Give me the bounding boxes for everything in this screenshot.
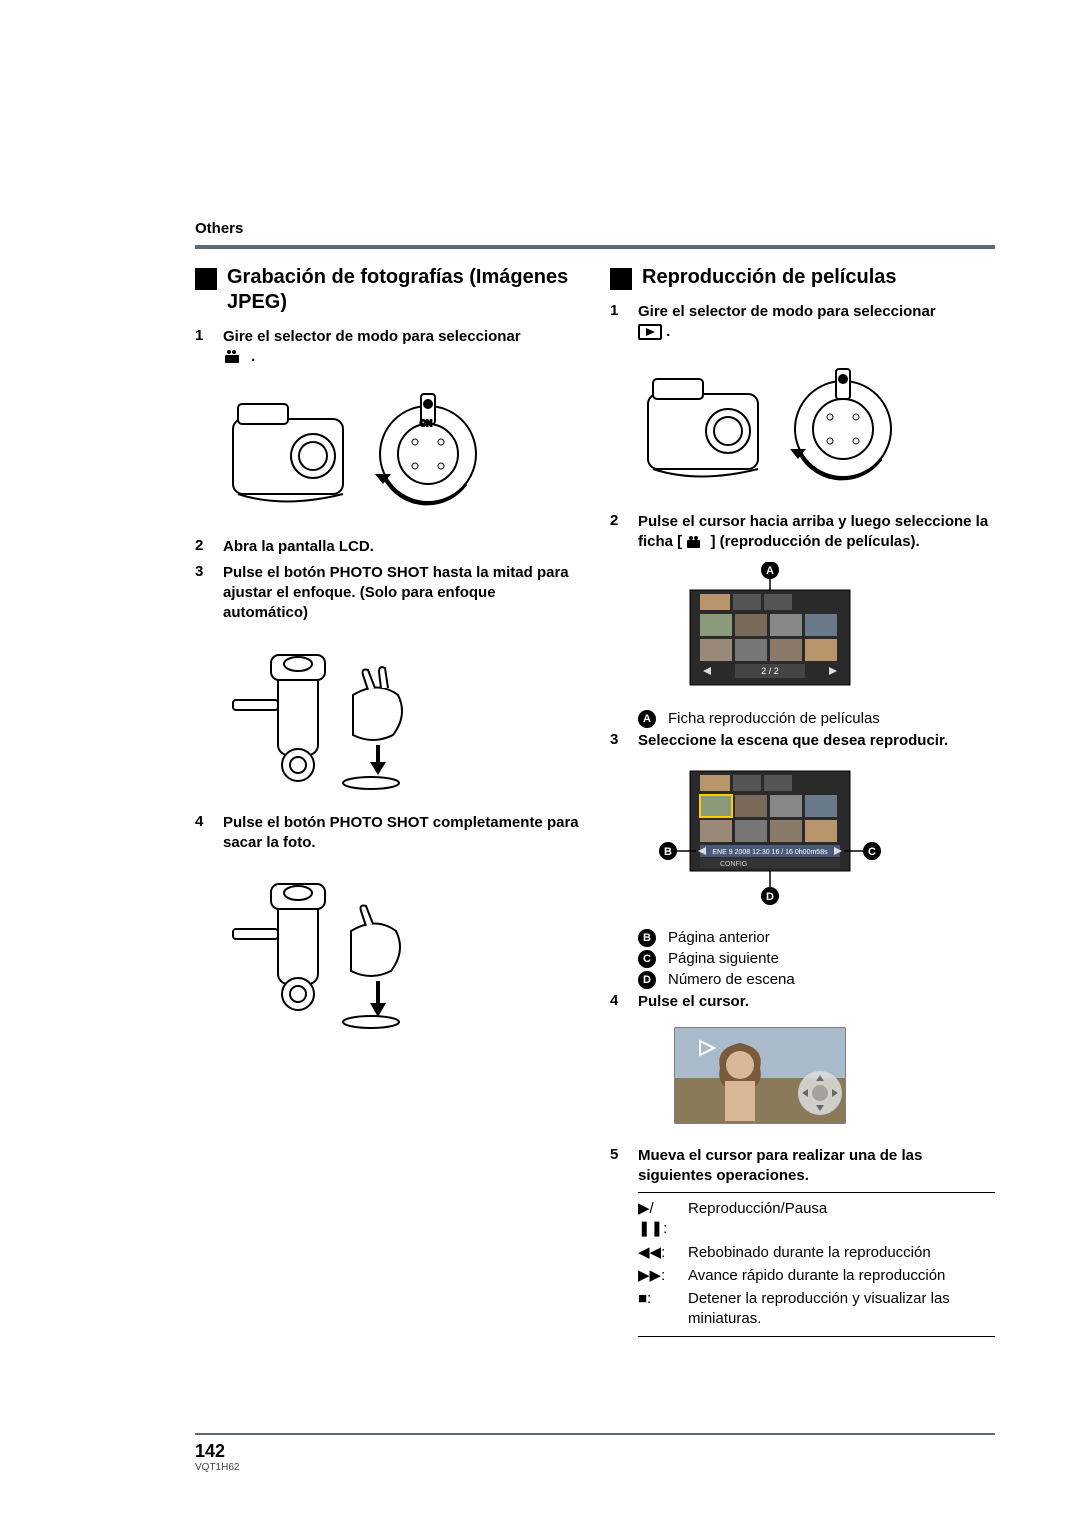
op-symbol: ▶/❚❚: [638,1199,678,1240]
step-number: 4 [195,813,209,854]
period: . [666,323,670,340]
right-step-2: 2 Pulse el cursor hacia arriba y luego s… [610,512,995,553]
svg-text:2 / 2: 2 / 2 [761,666,779,676]
step-text: Pulse el botón PHOTO SHOT completamente … [223,813,580,854]
step-text: Pulse el cursor. [638,992,749,1012]
left-step-3: 3 Pulse el botón PHOTO SHOT hasta la mit… [195,563,580,624]
thumbnails-screen-a: A 2 / 2 [670,562,870,692]
step-text: Gire el selector de modo para selecciona… [638,302,936,343]
badge-b: B [638,929,656,947]
right-step-1: 1 Gire el selector de modo para seleccio… [610,302,995,343]
right-step-5: 5 Mueva el cursor para realizar una de l… [610,1146,995,1187]
left-step-4: 4 Pulse el botón PHOTO SHOT completament… [195,813,580,854]
camera-dial-illustration-a: ON [223,384,483,514]
legend-d-row: D Número de escena [638,971,995,989]
op-row: ▶/❚❚: Reproducción/Pausa [638,1199,995,1240]
op-symbol: ■: [638,1289,678,1330]
step-text: Mueva el cursor para realizar una de las… [638,1146,995,1187]
op-desc: Avance rápido durante la reproducción [688,1266,945,1286]
svg-text:C: C [868,846,876,858]
op-row: ▶▶: Avance rápido durante la reproducció… [638,1266,995,1286]
step-number: 2 [610,512,624,553]
page-number: 142 [195,1441,995,1462]
section-label: Others [195,220,995,237]
step-number: 1 [195,327,209,368]
full-press-illustration [223,869,453,1029]
left-step-2: 2 Abra la pantalla LCD. [195,537,580,557]
step-text: Pulse el botón PHOTO SHOT hasta la mitad… [223,563,580,624]
period: . [251,348,255,365]
step-text-post: ] (reproducción de películas). [711,533,920,550]
half-press-illustration [223,640,453,790]
badge-a: A [638,710,656,728]
operations-list: ▶/❚❚: Reproducción/Pausa ◀◀: Rebobinado … [638,1199,995,1330]
camcorder-rec-icon [223,349,247,365]
legend-c-row: C Página siguiente [638,950,995,968]
page-header: Others [195,220,995,274]
legend-b-text: Página anterior [668,929,770,946]
svg-text:ENE 9 2008 12:30 16 /: ENE 9 2008 12:30 16 / 16 0h00m58s [712,849,828,856]
playback-screen [670,1023,850,1128]
op-row: ■: Detener la reproducción y visualizar … [638,1289,995,1330]
camcorder-tab-icon [686,535,706,549]
doc-id: VQT1H62 [195,1462,995,1473]
step-number: 2 [195,537,209,557]
legend-a-row: A Ficha reproducción de películas [638,710,995,728]
step-number: 1 [610,302,624,343]
op-symbol: ◀◀: [638,1243,678,1263]
camera-dial-illustration-b [638,359,898,489]
legend-c-text: Página siguiente [668,950,779,967]
thumbnails-screen-bcd: ENE 9 2008 12:30 16 / 16 0h00m58s CONFIG… [650,761,890,911]
svg-text:A: A [766,565,774,577]
badge-c: C [638,950,656,968]
step-text-span: Gire el selector de modo para selecciona… [223,328,521,345]
step-text-span: Gire el selector de modo para selecciona… [638,303,936,320]
left-step-1: 1 Gire el selector de modo para seleccio… [195,327,580,368]
header-rule [195,245,995,249]
svg-text:ON: ON [420,419,432,428]
right-step-4: 4 Pulse el cursor. [610,992,995,1012]
svg-text:CONFIG: CONFIG [720,861,747,868]
step-number: 3 [610,731,624,751]
op-desc: Reproducción/Pausa [688,1199,827,1240]
op-desc: Rebobinado durante la reproducción [688,1243,931,1263]
left-column: Grabación de fotografías (Imágenes JPEG)… [195,265,580,1343]
badge-d: D [638,971,656,989]
right-step-3: 3 Seleccione la escena que desea reprodu… [610,731,995,751]
svg-text:B: B [664,846,672,858]
svg-text:D: D [766,891,774,903]
play-mode-icon [638,324,662,340]
op-row: ◀◀: Rebobinado durante la reproducción [638,1243,995,1263]
legend-b-row: B Página anterior [638,929,995,947]
step-text: Gire el selector de modo para selecciona… [223,327,521,368]
legend-a-text: Ficha reproducción de películas [668,710,880,727]
step-number: 4 [610,992,624,1012]
step-number: 5 [610,1146,624,1187]
step-number: 3 [195,563,209,624]
op-desc: Detener la reproducción y visualizar las… [688,1289,995,1330]
ops-rule-top [638,1192,995,1193]
right-column: Reproducción de películas 1 Gire el sele… [610,265,995,1343]
step-text: Seleccione la escena que desea reproduci… [638,731,948,751]
content-columns: Grabación de fotografías (Imágenes JPEG)… [195,265,995,1343]
footer-rule [195,1433,995,1435]
step-text: Pulse el cursor hacia arriba y luego sel… [638,512,995,553]
legend-d-text: Número de escena [668,971,795,988]
page-footer: 142 VQT1H62 [195,1433,995,1473]
op-symbol: ▶▶: [638,1266,678,1286]
ops-rule-bottom [638,1336,995,1337]
step-text: Abra la pantalla LCD. [223,537,374,557]
